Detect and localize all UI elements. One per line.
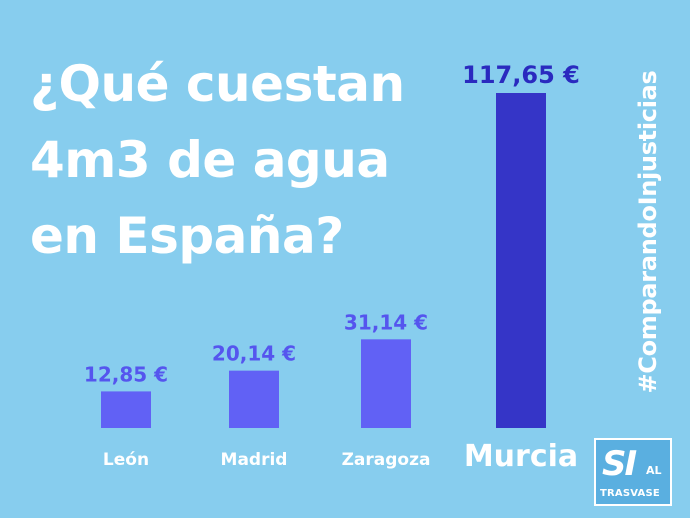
category-label-león: León [103, 450, 149, 470]
logo-trasvase-text: TRASVASE [600, 488, 660, 499]
title-line-3: en España? [30, 207, 344, 265]
chart-title: ¿Qué cuestan 4m3 de agua en España? [30, 46, 450, 274]
hashtag-label: #ComparandoInjusticias [634, 70, 662, 394]
value-label-murcia: 117,65 € [462, 61, 580, 89]
bar-murcia [496, 93, 546, 428]
logo-al-text: AL [646, 464, 662, 477]
category-label-zaragoza: Zaragoza [342, 450, 431, 470]
title-line-1: ¿Qué cuestan [30, 55, 405, 113]
value-label-león: 12,85 € [84, 362, 168, 386]
title-line-2: 4m3 de agua [30, 131, 390, 189]
category-label-murcia: Murcia [464, 439, 578, 474]
value-label-zaragoza: 31,14 € [344, 310, 428, 334]
logo-si-text: SI [602, 444, 637, 484]
si-al-trasvase-logo: SI AL TRASVASE [594, 438, 672, 506]
bar-zaragoza [361, 339, 411, 428]
bar-madrid [229, 370, 279, 428]
value-label-madrid: 20,14 € [212, 342, 296, 366]
bar-león [101, 391, 151, 428]
category-label-madrid: Madrid [221, 450, 288, 470]
